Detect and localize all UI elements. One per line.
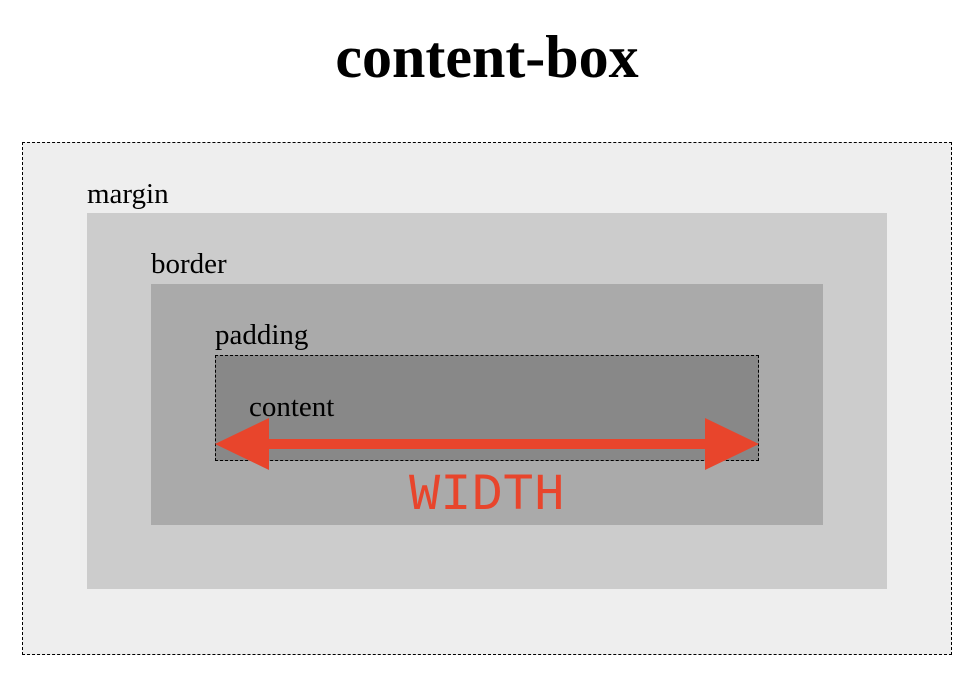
width-arrow-right-head: [705, 418, 759, 470]
diagram-title: content-box: [335, 24, 639, 90]
padding-label: padding: [215, 319, 309, 351]
width-arrow: [215, 418, 759, 470]
border-label: border: [151, 248, 227, 280]
width-arrow-left-head: [215, 418, 269, 470]
margin-label: margin: [87, 178, 169, 210]
width-label: WIDTH: [408, 466, 566, 525]
content-label: content: [249, 391, 335, 423]
